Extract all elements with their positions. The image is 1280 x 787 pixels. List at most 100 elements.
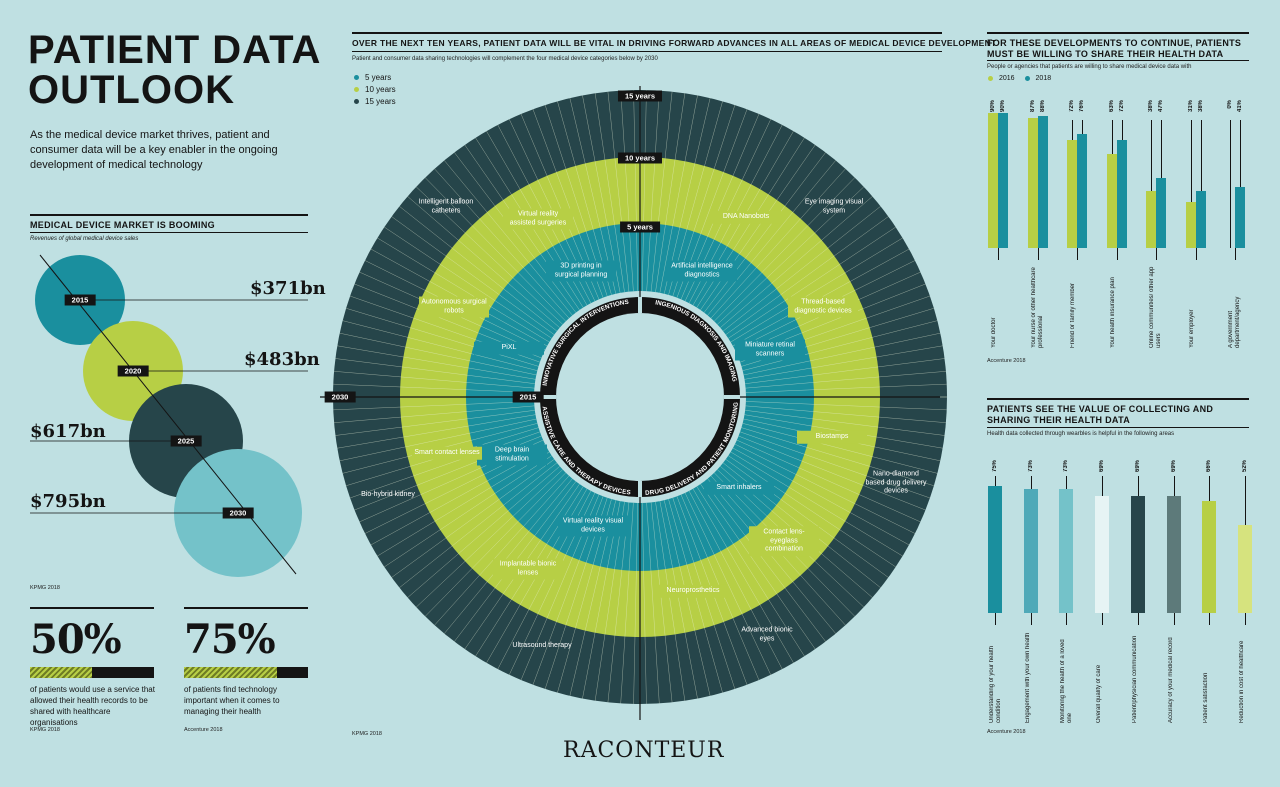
- value-category-label: Patient/physician communication: [1131, 635, 1138, 723]
- value-category-label: Monitoring the health of a loved one: [1060, 639, 1074, 723]
- device-label-inner-4: Deep brain stimulation: [477, 444, 547, 466]
- value-category-label: Reduction in cost of healthcare: [1238, 640, 1245, 723]
- share-category-label: Online communities/ other app users: [1149, 266, 1162, 348]
- market-title: MEDICAL DEVICE MARKET IS BOOMING: [30, 220, 215, 230]
- device-label-middle-1: DNA Nanobots: [711, 210, 781, 224]
- share-leader: [1151, 120, 1152, 191]
- market-subtitle: Revenues of global medical device sales: [30, 236, 139, 242]
- share-bar: [1146, 191, 1156, 248]
- ring-spoke: [713, 177, 855, 322]
- value-category-label: Overall quality of care: [1096, 664, 1103, 723]
- ring-spoke: [335, 410, 535, 436]
- share-tick: [1037, 248, 1039, 260]
- share-value-label: 88%: [1039, 100, 1046, 113]
- ring-spoke: [399, 462, 558, 588]
- ring-spoke: [732, 447, 910, 546]
- share-bar: [1156, 177, 1166, 248]
- legend-5y: 5 years: [354, 72, 396, 84]
- ring-spoke: [407, 196, 560, 328]
- device-label-outer-5: Advanced bionic eyes: [741, 626, 793, 643]
- value-title: PATIENTS SEE THE VALUE OF COLLECTING AND…: [987, 404, 1214, 425]
- value-leader: [1137, 476, 1139, 496]
- stat1-bar: [30, 667, 154, 678]
- ring-label-5y: 5 years: [620, 221, 660, 233]
- value-leader: [1030, 476, 1032, 489]
- share-leader: [1121, 120, 1123, 140]
- value-label: 66%: [1206, 460, 1213, 473]
- ring-spoke: [444, 160, 573, 316]
- device-label-middle-5: Biostamps: [797, 430, 867, 444]
- share-tick: [1235, 248, 1236, 260]
- value-tick: [1173, 613, 1175, 625]
- ring-spoke: [434, 475, 570, 626]
- share-value-label: 0%: [1227, 100, 1233, 109]
- ring-spoke: [745, 383, 947, 393]
- center-source: KPMG 2018: [352, 731, 382, 737]
- ring-spoke: [710, 168, 846, 319]
- device-label-outer-3: Nano-diamond based drug delivery devices: [865, 470, 927, 495]
- share-leader: [1230, 120, 1231, 248]
- ring-spoke: [720, 196, 873, 328]
- device-label-inner-5: Smart inhalers: [704, 481, 774, 495]
- ring-spoke: [384, 455, 552, 568]
- ring-spoke: [728, 226, 896, 339]
- ring-spoke: [659, 95, 698, 293]
- ring-spoke: [416, 469, 563, 608]
- device-label-outer-4: Ultrasound therapy: [512, 641, 572, 649]
- ring-spoke: [688, 490, 783, 670]
- value-tick: [1066, 613, 1068, 625]
- divider: [30, 232, 308, 233]
- legend-dot-icon: [354, 75, 359, 81]
- share-tick: [998, 248, 999, 260]
- value-tick: [1102, 613, 1104, 625]
- share-value-label: 87%: [1029, 100, 1036, 113]
- ring-spoke: [655, 501, 686, 701]
- ring-spoke: [335, 358, 535, 384]
- ring-spoke: [339, 332, 537, 376]
- ring-spoke: [646, 90, 660, 292]
- share-leader: [1082, 120, 1083, 134]
- center-hole: [556, 313, 724, 481]
- share-bar: [1037, 116, 1048, 248]
- trend-line: [39, 254, 297, 575]
- value-bar: [1130, 495, 1145, 613]
- share-bar: [988, 113, 998, 248]
- divider: [987, 60, 1249, 61]
- ring-spoke: [620, 502, 634, 704]
- share-leader: [1161, 120, 1162, 178]
- ring-spoke: [342, 320, 538, 371]
- share-value-label: 76%: [1079, 100, 1085, 113]
- divider: [184, 607, 308, 609]
- ring-spoke: [444, 478, 573, 634]
- legend-10y: 10 years: [354, 84, 396, 96]
- ring-spoke: [738, 435, 926, 511]
- brand-logo: RACONTEUR: [563, 738, 725, 763]
- ring-spoke: [707, 478, 836, 634]
- title-line-1: PATIENT DATA: [28, 28, 322, 72]
- share-category-label: Your doctor: [991, 317, 997, 348]
- ring-spoke: [725, 216, 889, 335]
- share-tick: [1077, 248, 1078, 260]
- share-value-label: 72%: [1118, 100, 1125, 113]
- ring-spoke: [707, 160, 836, 316]
- center-legend: 5 years 10 years 15 years: [354, 72, 396, 108]
- device-label-outer-1: Eye imaging visual system: [804, 198, 864, 215]
- device-label-inner-2: PiXL: [474, 341, 544, 355]
- legend-dot-icon: [988, 75, 993, 81]
- share-subtitle: People or agencies that patients are wil…: [987, 64, 1192, 70]
- device-label-middle-4: Smart contact lenses: [412, 446, 482, 460]
- share-bar: [1235, 186, 1245, 248]
- share-bar: [998, 113, 1008, 248]
- value-subtitle: Health data collected through wearbles i…: [987, 431, 1175, 437]
- value-category-label: Patient satisfaction: [1203, 672, 1210, 723]
- share-category-label: Your nurse or other healthcare professio…: [1030, 267, 1044, 348]
- ring-spoke: [391, 216, 555, 335]
- divider: [987, 32, 1249, 34]
- device-radial-chart: INNOVATIVE SURGICAL INTERVENTIONS INGENI…: [320, 86, 947, 720]
- intro-text: As the medical device market thrives, pa…: [30, 129, 278, 171]
- value-category-label: Engagement with your own health: [1024, 632, 1031, 723]
- share-bar: [1106, 153, 1117, 248]
- share-source: Accenture 2018: [987, 358, 1026, 364]
- ring-spoke: [391, 459, 555, 578]
- share-bar: [1185, 201, 1196, 248]
